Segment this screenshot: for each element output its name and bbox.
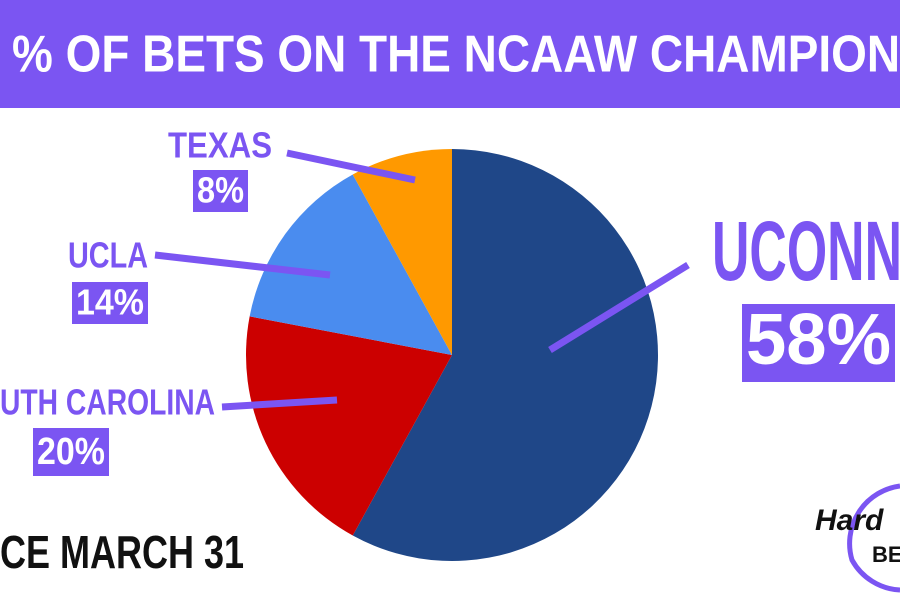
category-label: UCLA (68, 235, 148, 276)
pie-slice (352, 149, 452, 355)
leader-line (286, 149, 416, 184)
value-label: 20% (37, 431, 105, 473)
subtitle: CE MARCH 31 (0, 526, 244, 578)
category-label: TEXAS (168, 125, 272, 166)
value-box (33, 428, 109, 476)
value-label: 14% (76, 282, 144, 323)
category-label: UTH CAROLINA (0, 382, 215, 423)
leader-line (154, 251, 331, 279)
value-label: 8% (197, 170, 244, 211)
leader-line (221, 396, 338, 411)
pie-slice (352, 149, 658, 561)
value-box (72, 282, 148, 324)
pie-slice (245, 316, 452, 536)
value-label: 58% (746, 300, 891, 380)
category-label: UCONN (712, 204, 900, 298)
logo-text: BE (872, 542, 900, 567)
title-band (0, 0, 900, 108)
leader-line (548, 262, 690, 353)
logo-text: Hard (815, 504, 884, 537)
value-box (742, 304, 895, 382)
logo-ring (847, 483, 900, 593)
value-box (193, 170, 248, 212)
chart-title: % OF BETS ON THE NCAAW CHAMPION (12, 26, 900, 84)
pie-slice (249, 174, 452, 355)
